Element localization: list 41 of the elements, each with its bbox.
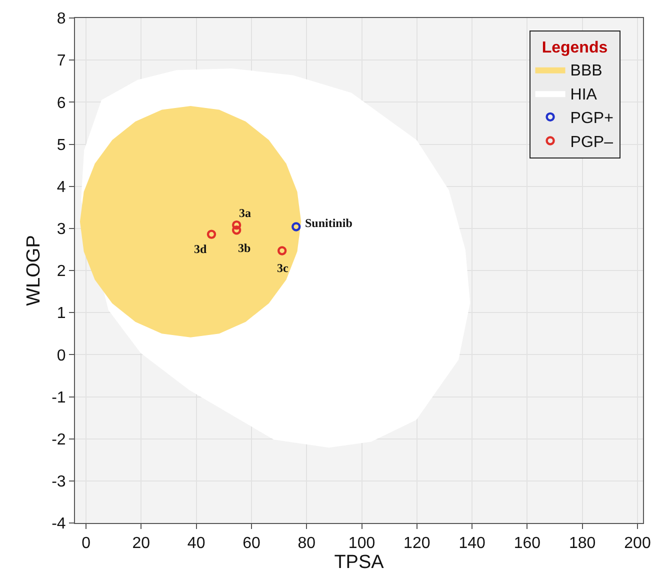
x-tick-label: 180 (568, 535, 596, 552)
point (206, 230, 216, 239)
y-tick-label: -4 (52, 516, 66, 533)
y-tick-label: 1 (56, 305, 66, 322)
x-tick-label: 80 (298, 535, 316, 552)
y-tick-label: 5 (56, 136, 66, 154)
x-tick-label: 0 (82, 535, 91, 552)
point (292, 222, 301, 232)
x-tick-label: 200 (624, 535, 651, 552)
y-tick-label: 0 (56, 347, 66, 364)
x-tick-label: 160 (514, 535, 541, 552)
point (232, 226, 242, 235)
y-tick-label: -2 (52, 431, 66, 448)
y-tick-label: -3 (52, 474, 66, 491)
point (232, 220, 242, 230)
annotation: Sunitinib (305, 216, 353, 230)
annotation: 3a (239, 206, 251, 220)
legend-label: BBB (570, 62, 602, 80)
x-tick-label: 40 (187, 535, 206, 552)
annotation: 3d (194, 242, 207, 256)
y-tick-label: 6 (56, 94, 66, 112)
x-tick-label: 100 (348, 535, 376, 552)
annotation: 3c (277, 261, 289, 275)
legend-label: HIA (570, 86, 598, 104)
legend-label: PGP+ (570, 110, 614, 128)
annotation: 3b (238, 241, 251, 255)
y-tick-label: -1 (52, 389, 66, 406)
x-tick-label: 60 (242, 535, 260, 552)
x-tick-label: 20 (132, 535, 150, 552)
legend-label: PGP– (570, 134, 614, 151)
y-tick-label: 3 (56, 221, 66, 238)
y-tick-label: 8 (56, 10, 66, 28)
y-tick-label: 7 (56, 52, 66, 70)
legend-title: Legends (542, 39, 608, 56)
y-tick-label: 2 (56, 263, 66, 280)
x-tick-label: 120 (404, 535, 430, 552)
point (277, 246, 287, 256)
x-axis-title: TPSA (334, 552, 384, 574)
x-tick-label: 140 (458, 535, 486, 552)
y-tick-label: 4 (56, 178, 66, 196)
y-axis-title: WLOGP (23, 235, 44, 306)
